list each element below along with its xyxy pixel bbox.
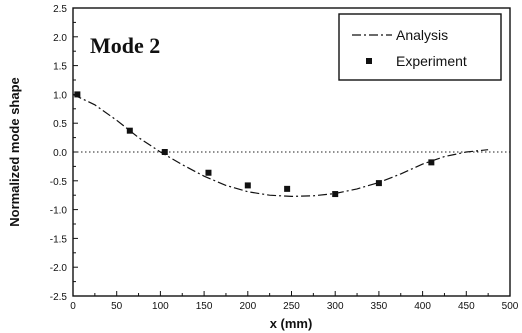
y-tick-label: 1.0 xyxy=(53,90,67,101)
analysis-line xyxy=(72,93,489,198)
x-tick-label: 300 xyxy=(327,301,344,312)
y-tick-label: -1.5 xyxy=(50,234,68,245)
x-tick-label: 150 xyxy=(196,301,213,312)
y-tick-label: -2.0 xyxy=(50,263,68,274)
y-tick-label: -1.0 xyxy=(50,206,68,217)
y-tick-label: 0.0 xyxy=(53,148,67,159)
experiment-point xyxy=(126,127,133,134)
experiment-point xyxy=(332,191,339,198)
mode-label: Mode 2 xyxy=(90,33,160,58)
legend-box xyxy=(338,13,502,81)
y-tick-label: 1.5 xyxy=(53,62,67,73)
y-tick-label: -2.5 xyxy=(50,292,68,303)
y-axis-label: Normalized mode shape xyxy=(7,77,22,227)
x-tick-label: 0 xyxy=(70,301,76,312)
x-tick-label: 500 xyxy=(502,301,519,312)
experiment-point xyxy=(74,91,81,98)
legend: Analysis Experiment xyxy=(338,13,502,81)
experiment-point xyxy=(284,185,291,192)
x-tick-label: 100 xyxy=(152,301,169,312)
experiment-point xyxy=(205,169,212,176)
experiment-point xyxy=(375,180,382,187)
x-tick-label: 50 xyxy=(111,301,123,312)
x-axis-label: x (mm) xyxy=(270,316,313,331)
x-tick-label: 400 xyxy=(414,301,431,312)
x-tick-label: 450 xyxy=(458,301,475,312)
y-tick-label: -0.5 xyxy=(50,177,68,188)
y-tick-label: 2.0 xyxy=(53,33,67,44)
legend-experiment-label: Experiment xyxy=(396,53,467,69)
y-tick-label: 2.5 xyxy=(53,4,67,15)
x-tick-label: 200 xyxy=(239,301,256,312)
legend-analysis-label: Analysis xyxy=(396,27,448,43)
experiment-point xyxy=(244,182,251,189)
x-tick-label: 350 xyxy=(371,301,388,312)
legend-experiment-marker xyxy=(366,58,372,64)
experiment-point xyxy=(161,149,168,155)
x-tick-label: 250 xyxy=(283,301,300,312)
experiment-point xyxy=(428,159,435,166)
y-tick-label: 0.5 xyxy=(53,119,67,130)
